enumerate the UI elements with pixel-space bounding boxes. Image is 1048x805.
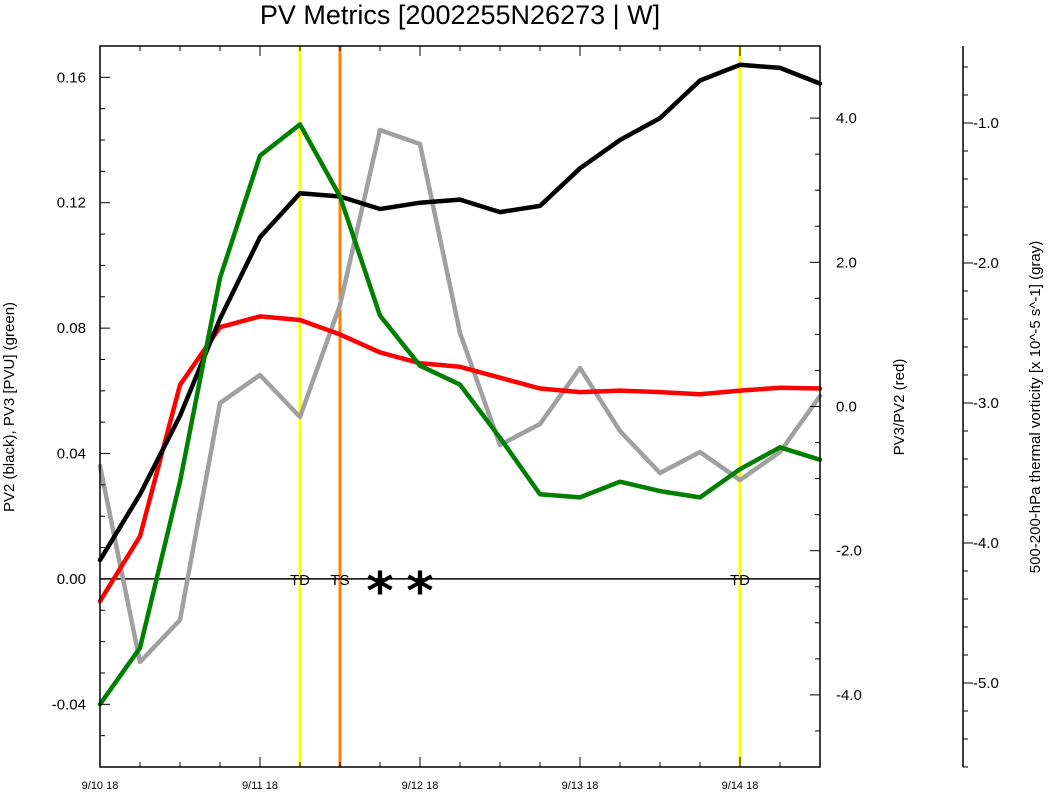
x-tick-label: 9/14 18: [722, 780, 759, 792]
stage-label-2: TD: [730, 572, 750, 589]
y-left-tick-label: 0.12: [57, 195, 86, 212]
axis-tick-labels: 9/10 18 9/11 18 9/12 18 9/13 18 9/14 18 -0.04…: [52, 69, 999, 792]
x-tick-label: 9/10 18: [82, 780, 119, 792]
y-right-tick-label: -4.0: [836, 687, 862, 704]
y-left-tick-label: 0.16: [57, 69, 86, 86]
x-tick-label: 9/11 18: [242, 780, 278, 792]
y-left-tick-label: 0.00: [57, 571, 86, 588]
y-axis-far-title: 500-200-hPa thermal vorticity [x 10^-5 s…: [1027, 241, 1044, 574]
x-tick-label: 9/13 18: [562, 780, 599, 792]
y-far-tick-label: -4.0: [973, 535, 999, 552]
y-axis-left-title: PV2 (black), PV3 [PVU] (green): [1, 302, 18, 512]
plot-frame: [99, 45, 964, 768]
y-left-tick-label: -0.04: [52, 696, 86, 713]
y-axis-right-title: PV3/PV2 (red): [891, 359, 908, 456]
y-right-tick-label: -2.0: [836, 543, 862, 560]
y-right-tick-label: 4.0: [836, 110, 857, 127]
y-right-tick-label: 0.0: [836, 399, 857, 416]
y-left-tick-label: 0.08: [57, 320, 86, 337]
star-marker-1: *: [406, 562, 433, 622]
star-marker-0: *: [366, 562, 393, 622]
axis-ticks: [99, 45, 973, 768]
y-far-tick-label: -1.0: [973, 115, 999, 132]
plot-area-border: [99, 45, 821, 768]
y-left-tick-label: 0.04: [57, 446, 86, 463]
stage-label-1: TS: [330, 572, 349, 589]
series-line-pv3-pv2: [97, 314, 823, 604]
series-line-pv3: [97, 122, 823, 707]
series-lines: [97, 62, 823, 707]
stage-label-0: TD: [290, 572, 310, 589]
event-lines: [298, 46, 742, 767]
series-line-thermal-vorticity: [97, 127, 823, 665]
chart-title: PV Metrics [2002255N26273 | W]: [260, 0, 660, 30]
y-far-tick-label: -2.0: [973, 255, 999, 272]
y-far-tick-label: -5.0: [973, 675, 999, 692]
x-tick-label: 9/12 18: [402, 780, 439, 792]
y-far-tick-label: -3.0: [973, 395, 999, 412]
y-right-tick-label: 2.0: [836, 254, 857, 271]
stage-labels: TD TS TD * *: [290, 562, 750, 622]
series-line-pv2: [97, 62, 823, 563]
